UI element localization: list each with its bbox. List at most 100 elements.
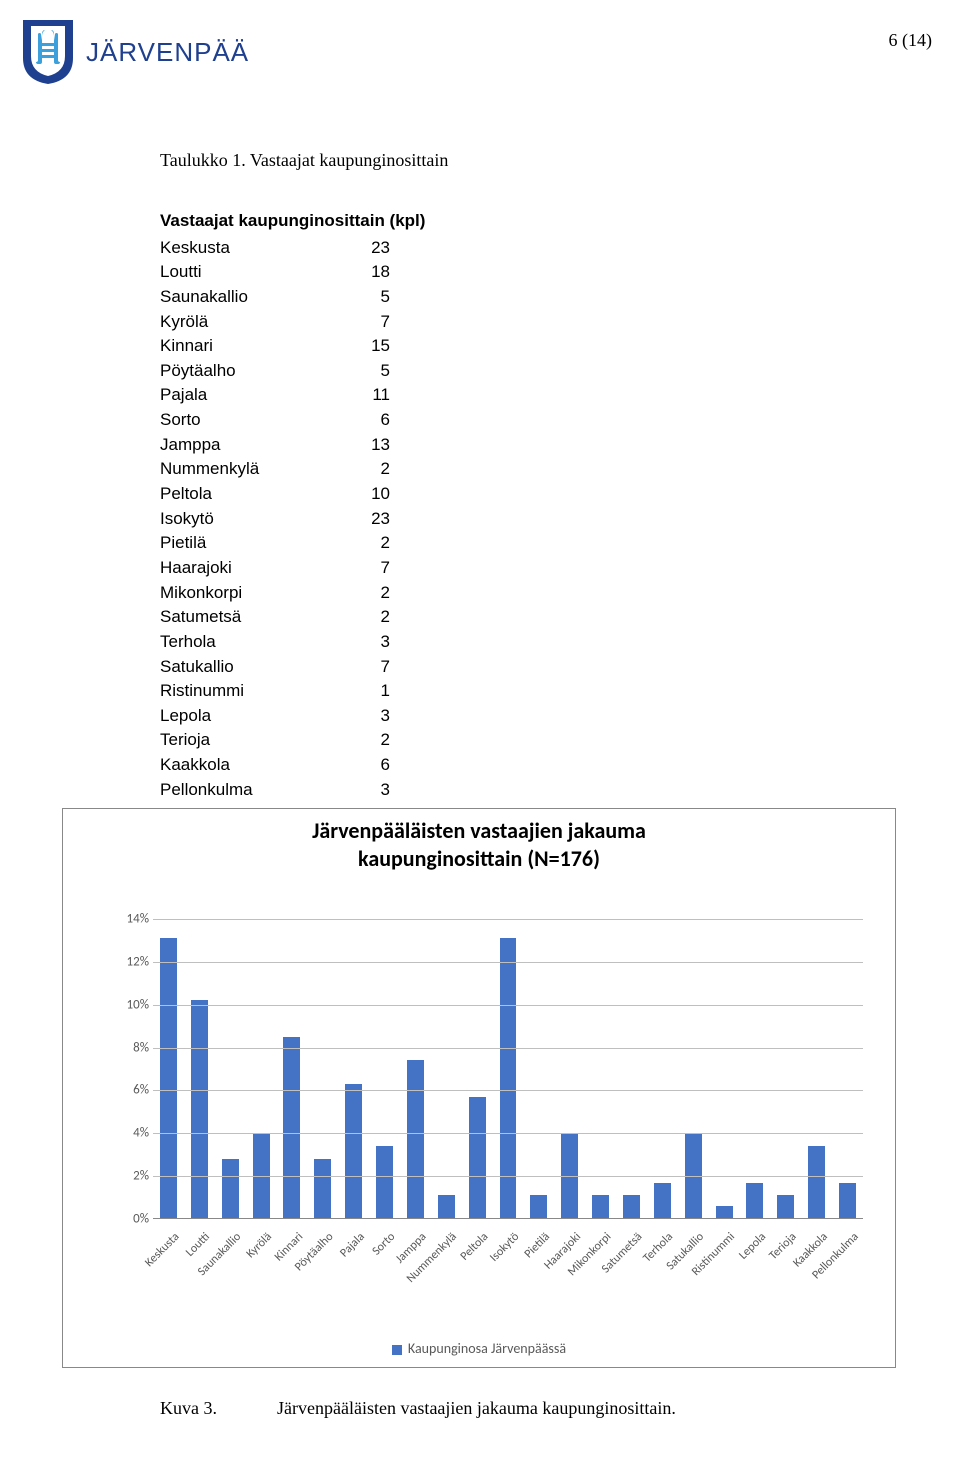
gridline — [153, 1176, 863, 1177]
row-name: Pajala — [160, 383, 340, 408]
row-value: 2 — [340, 581, 390, 606]
table-body: Keskusta23Loutti18Saunakallio5Kyrölä7Kin… — [160, 236, 880, 803]
row-name: Loutti — [160, 260, 340, 285]
row-value: 7 — [340, 310, 390, 335]
row-name: Keskusta — [160, 236, 340, 261]
x-label: Isokytö — [487, 1230, 522, 1265]
chart-title: Järvenpääläisten vastaajien jakauma kaup… — [63, 817, 895, 872]
row-value: 5 — [340, 285, 390, 310]
bar — [808, 1146, 825, 1219]
table-row: Jamppa13 — [160, 433, 880, 458]
table-row: Mikonkorpi2 — [160, 581, 880, 606]
bar — [438, 1195, 455, 1219]
row-value: 6 — [340, 753, 390, 778]
plot-wrap: 0%2%4%6%8%10%12%14% KeskustaLouttiSaunak… — [123, 919, 863, 1229]
gridline — [153, 919, 863, 920]
gridline — [153, 1048, 863, 1049]
y-tick-label: 6% — [123, 1083, 149, 1098]
y-tick-label: 8% — [123, 1040, 149, 1055]
bar — [746, 1183, 763, 1219]
bar — [376, 1146, 393, 1219]
table-caption: Taulukko 1. Vastaajat kaupunginosittain — [160, 150, 880, 171]
chart-legend: Kaupunginosa Järvenpäässä — [63, 1340, 895, 1357]
row-value: 2 — [340, 531, 390, 556]
row-value: 23 — [340, 236, 390, 261]
table-row: Sorto6 — [160, 408, 880, 433]
table-row: Lepola3 — [160, 704, 880, 729]
bars-group — [153, 919, 863, 1219]
figure-caption-text: Järvenpääläisten vastaajien jakauma kaup… — [277, 1398, 676, 1418]
chart-container: Järvenpääläisten vastaajien jakauma kaup… — [62, 808, 896, 1368]
y-tick-label: 4% — [123, 1126, 149, 1141]
table-row: Loutti18 — [160, 260, 880, 285]
row-name: Sorto — [160, 408, 340, 433]
y-tick-label: 12% — [123, 954, 149, 969]
row-name: Nummenkylä — [160, 457, 340, 482]
gridline — [153, 962, 863, 963]
row-value: 6 — [340, 408, 390, 433]
row-value: 7 — [340, 655, 390, 680]
x-label: Lepola — [736, 1230, 769, 1263]
table-row: Kaakkola6 — [160, 753, 880, 778]
row-name: Haarajoki — [160, 556, 340, 581]
gridline — [153, 1090, 863, 1091]
row-name: Satukallio — [160, 655, 340, 680]
row-value: 3 — [340, 778, 390, 803]
chart-title-line2: kaupunginosittain (N=176) — [358, 845, 600, 872]
row-name: Pellonkulma — [160, 778, 340, 803]
row-name: Isokytö — [160, 507, 340, 532]
table-row: Pellonkulma3 — [160, 778, 880, 803]
row-value: 7 — [340, 556, 390, 581]
table-row: Peltola10 — [160, 482, 880, 507]
content-block: Taulukko 1. Vastaajat kaupunginosittain … — [160, 150, 880, 802]
row-name: Saunakallio — [160, 285, 340, 310]
row-value: 2 — [340, 728, 390, 753]
table-row: Satumetsä2 — [160, 605, 880, 630]
bar — [839, 1183, 856, 1219]
row-value: 2 — [340, 457, 390, 482]
gridline — [153, 1133, 863, 1134]
plot-area: 0%2%4%6%8%10%12%14% — [153, 919, 863, 1219]
table-row: Terioja2 — [160, 728, 880, 753]
table-row: Isokytö23 — [160, 507, 880, 532]
table-row: Kyrölä7 — [160, 310, 880, 335]
row-name: Kyrölä — [160, 310, 340, 335]
figure-caption-label: Kuva 3. — [160, 1398, 217, 1418]
y-tick-label: 2% — [123, 1169, 149, 1184]
row-name: Jamppa — [160, 433, 340, 458]
row-value: 1 — [340, 679, 390, 704]
bar — [777, 1195, 794, 1219]
x-label: Pajala — [337, 1230, 367, 1260]
row-value: 3 — [340, 630, 390, 655]
table-header: Vastaajat kaupunginosittain (kpl) — [160, 209, 880, 234]
bar — [222, 1159, 239, 1219]
row-value: 3 — [340, 704, 390, 729]
row-name: Terhola — [160, 630, 340, 655]
gridline — [153, 1005, 863, 1006]
row-name: Pöytäalho — [160, 359, 340, 384]
table-row: Ristinummi1 — [160, 679, 880, 704]
y-tick-label: 0% — [123, 1212, 149, 1227]
table-row: Keskusta23 — [160, 236, 880, 261]
table-row: Terhola3 — [160, 630, 880, 655]
table-row: Kinnari15 — [160, 334, 880, 359]
page: JÄRVENPÄÄ 6 (14) Taulukko 1. Vastaajat k… — [0, 0, 960, 1466]
logo: JÄRVENPÄÄ — [18, 18, 249, 86]
y-tick-label: 10% — [123, 997, 149, 1012]
bar — [592, 1195, 609, 1219]
bar — [191, 1000, 208, 1219]
x-label: Peltola — [458, 1230, 492, 1264]
x-axis — [153, 1218, 863, 1219]
table-row: Pöytäalho5 — [160, 359, 880, 384]
row-name: Terioja — [160, 728, 340, 753]
bar — [407, 1060, 424, 1219]
row-name: Lepola — [160, 704, 340, 729]
table-row: Pietilä2 — [160, 531, 880, 556]
bar — [469, 1097, 486, 1219]
row-value: 10 — [340, 482, 390, 507]
table-row: Pajala11 — [160, 383, 880, 408]
row-name: Mikonkorpi — [160, 581, 340, 606]
bar — [530, 1195, 547, 1219]
table-row: Saunakallio5 — [160, 285, 880, 310]
x-label: Kyrölä — [244, 1230, 275, 1261]
